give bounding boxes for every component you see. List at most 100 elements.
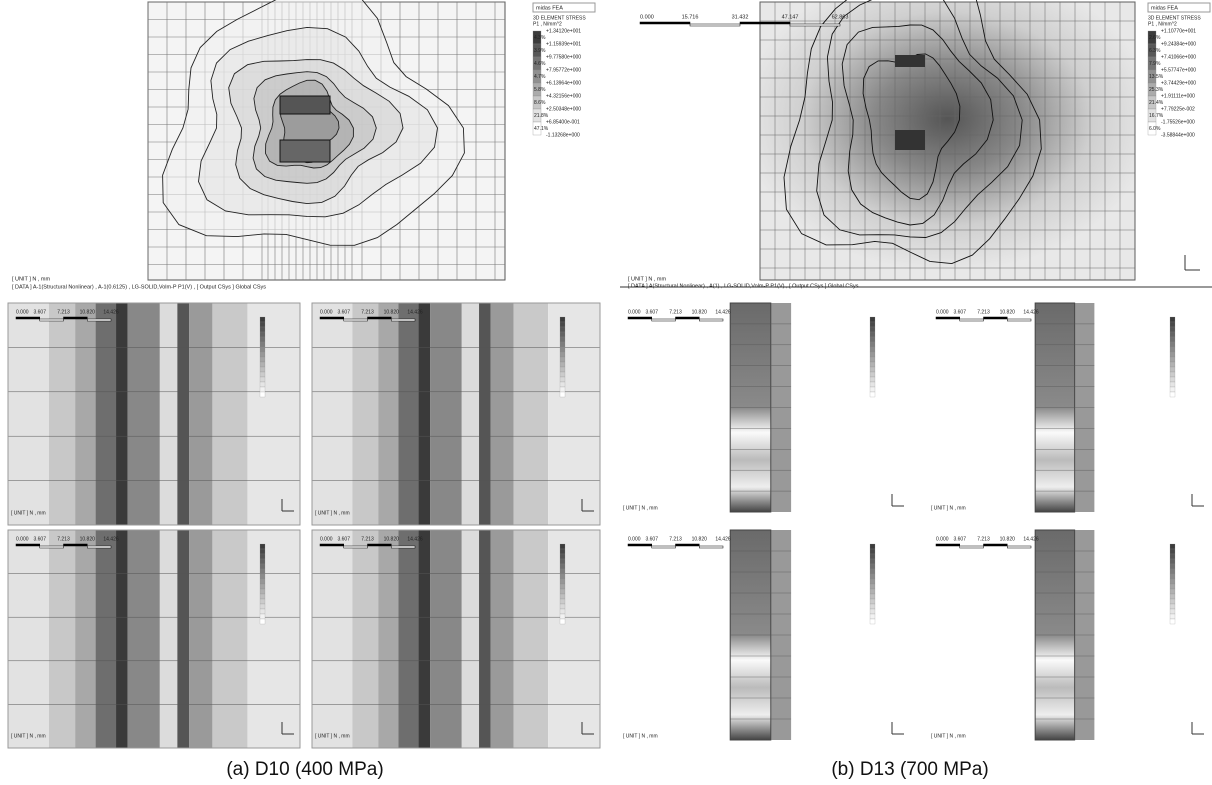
stress-band bbox=[95, 530, 117, 748]
brand: midas FEA bbox=[1151, 5, 1178, 11]
stress-band bbox=[75, 530, 96, 748]
legend-swatch bbox=[1169, 548, 1176, 555]
stress-band bbox=[212, 530, 248, 748]
scale-segment bbox=[935, 543, 960, 547]
stress-band bbox=[418, 530, 431, 748]
stress-band bbox=[490, 303, 514, 525]
contour-core bbox=[895, 55, 925, 67]
legend-swatch bbox=[259, 588, 266, 595]
legend-swatch bbox=[1169, 326, 1176, 333]
stress-band bbox=[159, 530, 178, 748]
contour bbox=[783, 0, 1042, 265]
legend-level: +7.41066e+000 bbox=[1161, 54, 1196, 60]
legend-swatch bbox=[869, 553, 876, 560]
scale-label: 10.820 bbox=[384, 309, 400, 315]
scale-label: 3.607 bbox=[33, 536, 46, 542]
legend-swatch bbox=[869, 366, 876, 373]
legend-swatch bbox=[869, 578, 876, 585]
legend-swatch bbox=[259, 593, 266, 600]
panel-frame bbox=[311, 529, 601, 749]
legend-swatch bbox=[869, 336, 876, 343]
legend-swatch bbox=[869, 316, 876, 323]
scale-label: 14.426 bbox=[407, 309, 423, 315]
scale-segment bbox=[699, 545, 724, 549]
legend-swatch bbox=[869, 391, 876, 398]
scale-label: 7.213 bbox=[361, 309, 374, 315]
legend-swatch bbox=[259, 366, 266, 373]
stress-band bbox=[378, 303, 399, 525]
legend-swatch bbox=[869, 588, 876, 595]
legend-swatch bbox=[1169, 321, 1176, 328]
contour-core bbox=[279, 95, 331, 115]
scale-label: 7.213 bbox=[669, 536, 682, 542]
scale-segment bbox=[343, 318, 368, 322]
legend-percent: 4.3% bbox=[534, 35, 546, 41]
legend-swatch bbox=[259, 351, 266, 358]
stress-band bbox=[189, 530, 213, 748]
legend-swatch bbox=[259, 543, 266, 550]
legend-swatch bbox=[259, 558, 266, 565]
stress-band bbox=[352, 530, 379, 748]
stress-band bbox=[352, 303, 379, 525]
data-line: [ DATA ] A(Structural Nonlinear) , A(1) … bbox=[628, 283, 859, 289]
scale-label: 10.820 bbox=[1000, 536, 1016, 542]
legend-swatch bbox=[1169, 618, 1176, 625]
legend-swatch bbox=[1169, 371, 1176, 378]
legend-swatch bbox=[559, 543, 566, 550]
legend-swatch bbox=[1169, 598, 1176, 605]
stress-band bbox=[398, 530, 419, 748]
scale-label: 14.426 bbox=[103, 536, 119, 542]
legend-swatch bbox=[559, 548, 566, 555]
stress-band bbox=[177, 530, 190, 748]
legend-percent: 25.3% bbox=[1149, 87, 1164, 93]
unit-line: [ UNIT ] N , mm bbox=[315, 733, 350, 739]
legend-swatch bbox=[1169, 381, 1176, 388]
legend-swatch bbox=[559, 316, 566, 323]
legend-swatch bbox=[1169, 316, 1176, 323]
legend-percent: 6.3% bbox=[1149, 48, 1161, 54]
unit-line: [ UNIT ] N , mm bbox=[623, 733, 658, 739]
legend-swatch bbox=[259, 608, 266, 615]
stress-band bbox=[548, 530, 600, 748]
scale-label: 14.426 bbox=[715, 536, 731, 542]
legend-swatch bbox=[1169, 361, 1176, 368]
legend-swatch bbox=[259, 613, 266, 620]
scale-label: 31.432 bbox=[732, 14, 749, 20]
legend-swatch bbox=[559, 558, 566, 565]
legend-swatch bbox=[869, 618, 876, 625]
stress-band bbox=[116, 303, 128, 525]
scale-label: 3.607 bbox=[645, 536, 658, 542]
legend-swatch bbox=[1169, 563, 1176, 570]
legend-swatch bbox=[1169, 588, 1176, 595]
legend-swatch bbox=[259, 568, 266, 575]
legend-percent: 21.4% bbox=[1149, 100, 1164, 106]
legend-swatch bbox=[559, 341, 566, 348]
legend-swatch bbox=[869, 603, 876, 610]
scale-label: 10.820 bbox=[692, 309, 708, 315]
stress-band bbox=[513, 303, 549, 525]
legend-swatch bbox=[869, 568, 876, 575]
legend-swatch bbox=[869, 376, 876, 383]
stress-band bbox=[479, 303, 491, 525]
legend-swatch bbox=[559, 593, 566, 600]
legend-level: +7.79225e-002 bbox=[1161, 106, 1195, 112]
panel-frame bbox=[7, 302, 301, 526]
legend-swatch bbox=[559, 583, 566, 590]
stress-band bbox=[418, 303, 431, 525]
legend-swatch bbox=[869, 598, 876, 605]
legend-swatch bbox=[869, 361, 876, 368]
unit-line: [ UNIT ] N , mm bbox=[931, 733, 966, 739]
legend-swatch bbox=[1169, 341, 1176, 348]
legend-swatch bbox=[869, 608, 876, 615]
legend-swatch bbox=[259, 341, 266, 348]
stress-band bbox=[177, 303, 190, 525]
legend-title: 3D ELEMENT STRESS bbox=[1148, 15, 1201, 21]
scale-label: 0.000 bbox=[628, 536, 641, 542]
scale-segment bbox=[319, 543, 344, 547]
contour-core bbox=[895, 130, 925, 150]
stress-band bbox=[48, 303, 76, 525]
stress-band bbox=[461, 303, 480, 525]
scale-segment bbox=[391, 318, 416, 322]
legend-swatch bbox=[259, 386, 266, 393]
scale-label: 7.213 bbox=[57, 309, 70, 315]
